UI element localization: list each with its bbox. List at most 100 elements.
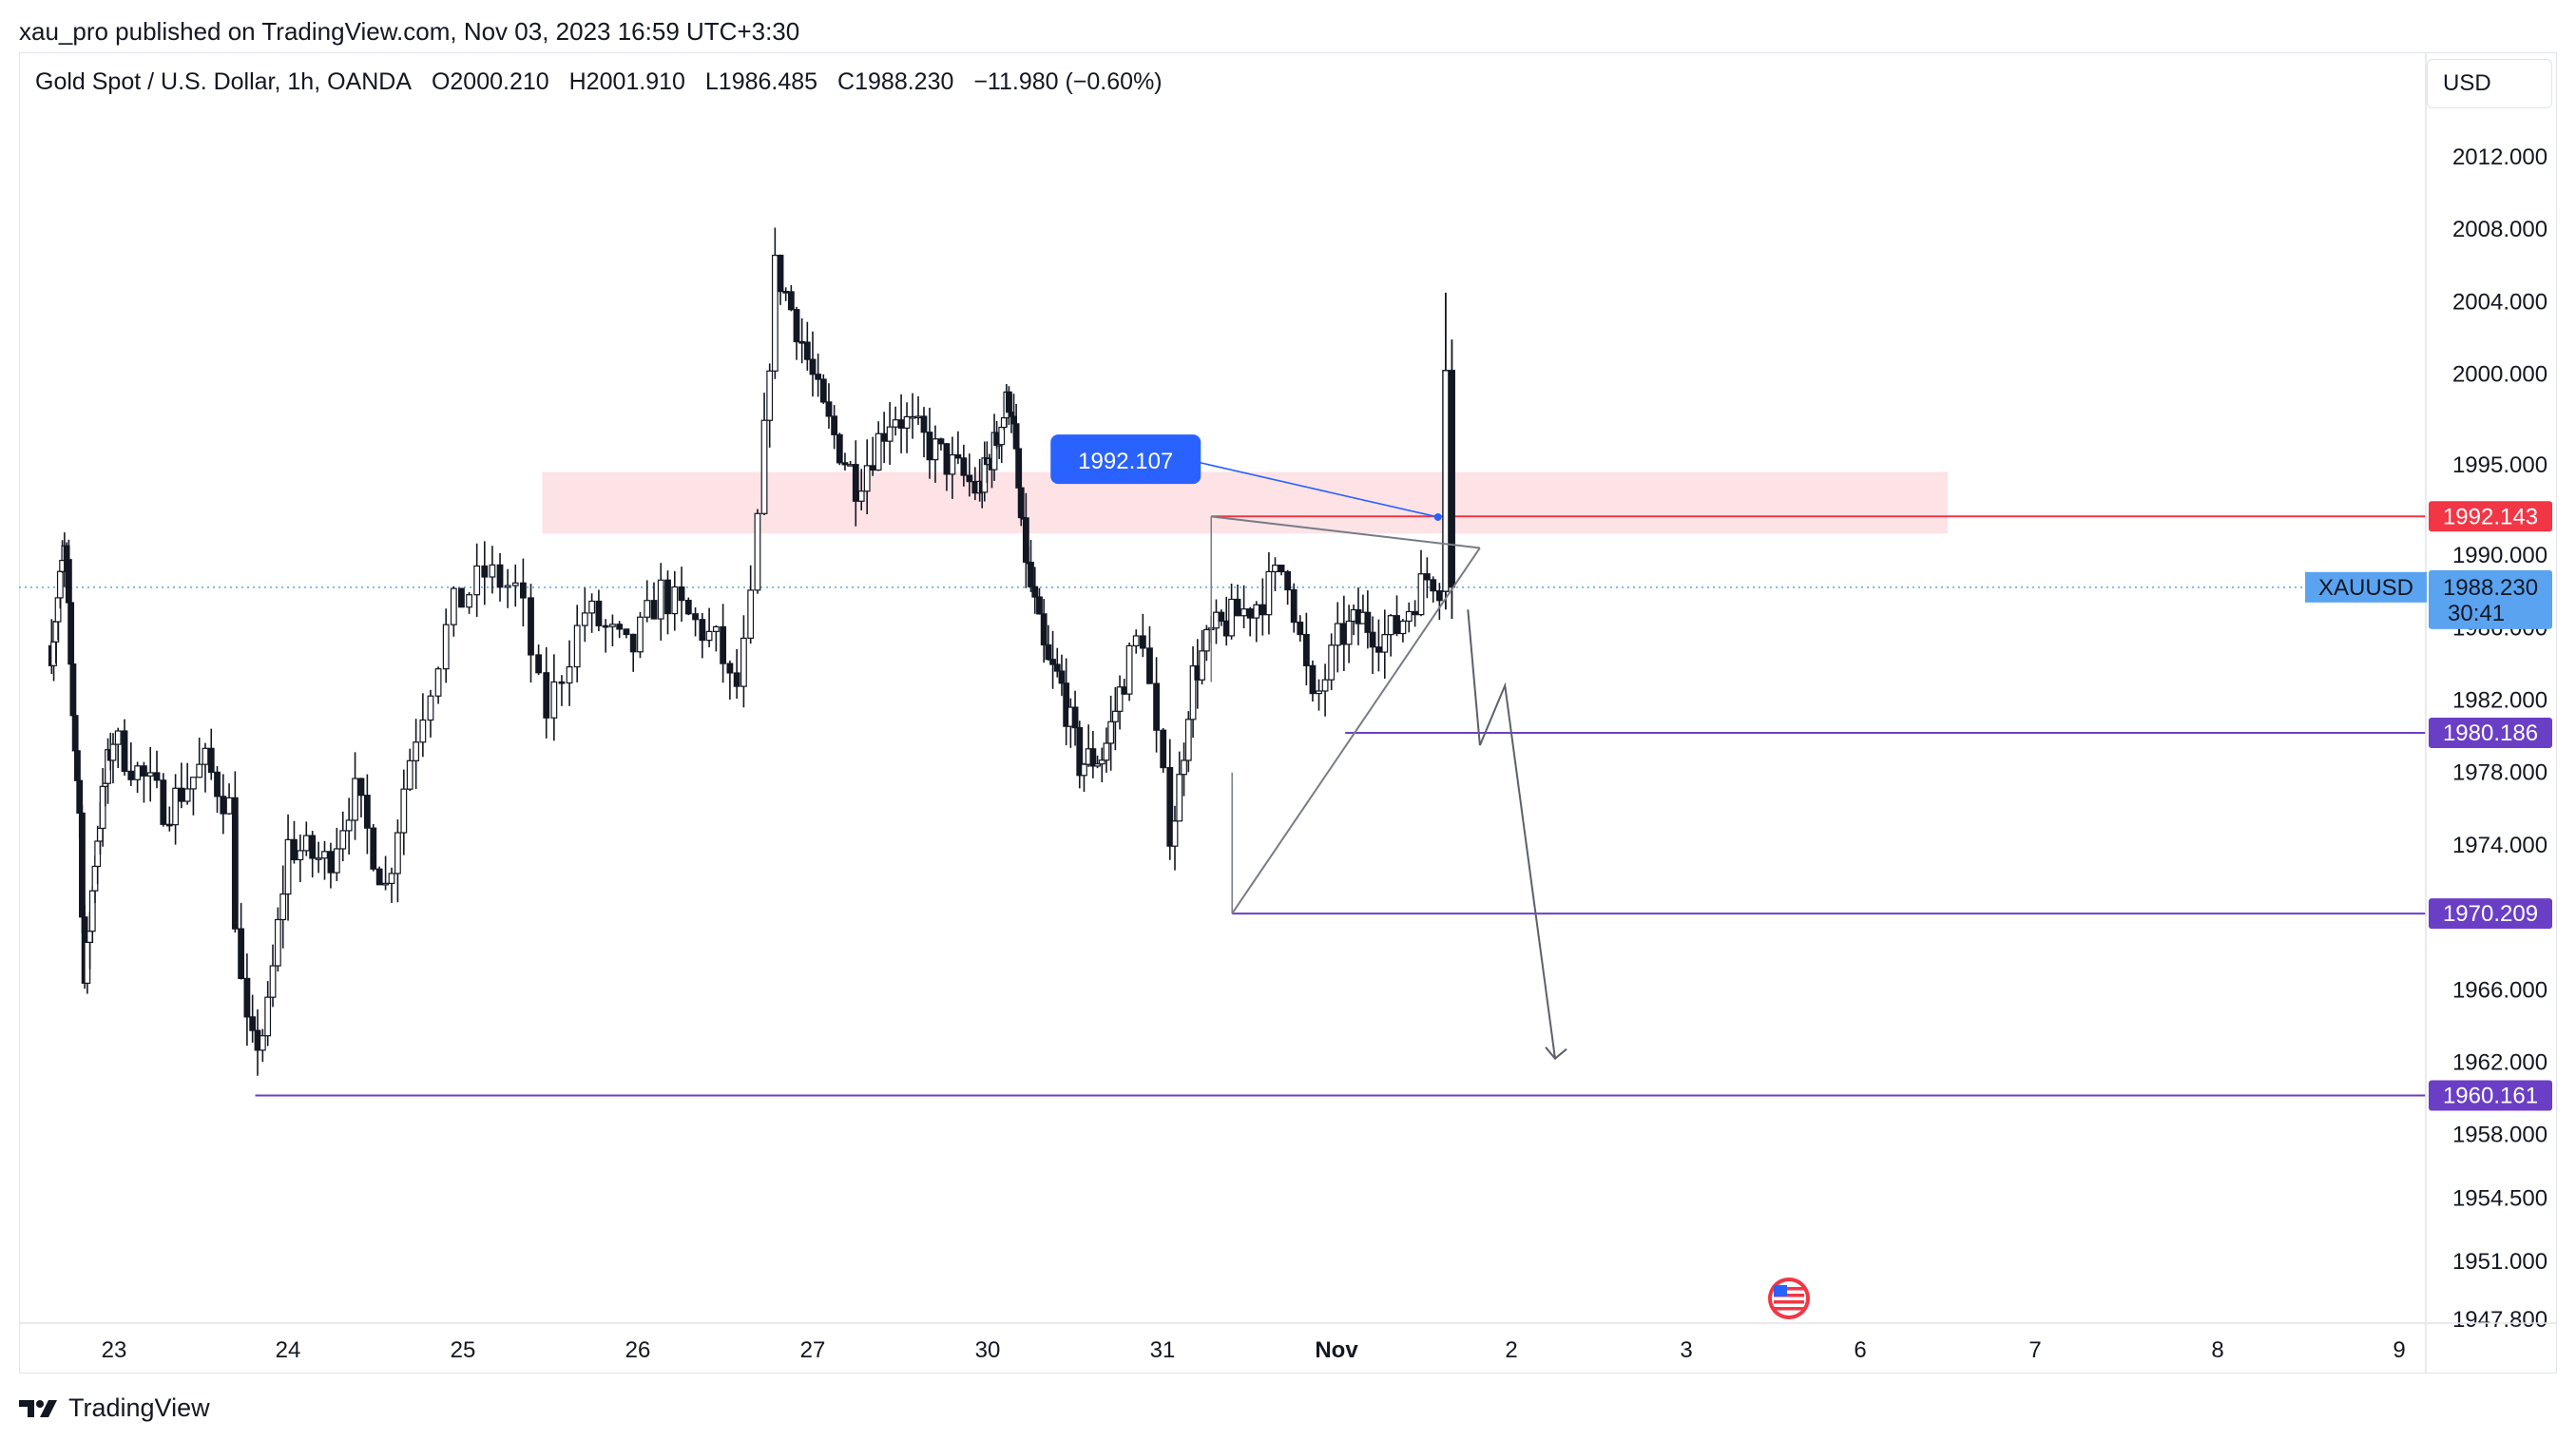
candle (1435, 583, 1443, 620)
candle-body-up (183, 788, 191, 802)
candle-body-down (1049, 659, 1056, 665)
candle-body-down (616, 624, 624, 630)
candle-body-up (1213, 611, 1220, 629)
tradingview-logo[interactable]: TradingView (19, 1393, 210, 1423)
candle-body-down (699, 619, 706, 642)
candle (1171, 805, 1179, 871)
candle (1290, 583, 1298, 633)
candle (1166, 739, 1174, 860)
candle (1132, 629, 1140, 654)
candle-body-up (284, 838, 292, 895)
candle-body-down (664, 579, 671, 615)
candle (1284, 569, 1292, 605)
candle (339, 811, 347, 862)
candle-body-down (1058, 670, 1066, 684)
candle-body-up (857, 490, 865, 502)
candle-body-down (291, 838, 298, 861)
candle-body-down (1430, 579, 1437, 592)
candle-body-down (1031, 586, 1039, 598)
candle (644, 580, 651, 623)
candle-body-up (1253, 604, 1260, 619)
candle (1375, 619, 1382, 672)
candle (1184, 711, 1192, 773)
candle (602, 619, 609, 653)
candle-body-up (1199, 650, 1205, 681)
candle-body-down (650, 600, 658, 620)
candle (1036, 587, 1043, 615)
triangle-upper-line (1211, 515, 1480, 549)
y-tick-label: 1990.000 (2452, 543, 2547, 568)
candle (712, 624, 720, 652)
candle-body-up (190, 777, 197, 790)
candle-body-up (279, 893, 287, 921)
candle-body-down (1375, 646, 1382, 653)
candle (141, 761, 147, 803)
candle-body-up (1399, 620, 1407, 635)
candle (1202, 624, 1210, 662)
candle (1417, 549, 1425, 617)
candle-body-up (1094, 763, 1101, 767)
candle (1098, 747, 1105, 783)
symbol-title[interactable]: Gold Spot / U.S. Dollar, 1h, OANDA (35, 68, 412, 95)
us-economic-event-icon[interactable]: US (1768, 1278, 1810, 1319)
candle-body-down (787, 291, 795, 311)
candle (803, 321, 811, 371)
y-tick-label: 2008.000 (2452, 217, 2547, 242)
candle-body-up (352, 778, 358, 821)
candle (1146, 625, 1153, 684)
candle-body-down (214, 771, 221, 797)
candle-body-up (863, 465, 871, 492)
currency-selector[interactable]: USD (2427, 59, 2552, 108)
candle (573, 605, 581, 682)
candle (581, 587, 588, 643)
candle (1381, 609, 1389, 679)
candle-body-up (588, 600, 596, 614)
candle-body-up (172, 787, 179, 826)
candle-body-down (1222, 620, 1230, 637)
candle (793, 306, 800, 360)
candle-body-down (852, 464, 859, 502)
y-tick-label: 1958.000 (2452, 1123, 2547, 1148)
candle (720, 604, 727, 683)
candle-body-up (573, 624, 581, 668)
x-tick-label: 9 (2393, 1337, 2405, 1363)
candle (747, 565, 755, 644)
candle (327, 842, 335, 889)
candle-body-up (466, 594, 472, 608)
candle (434, 666, 442, 704)
candle (214, 766, 221, 814)
candle (815, 354, 822, 397)
candle (1364, 590, 1372, 649)
candle (678, 567, 685, 622)
candle (1240, 585, 1248, 628)
candle-body-up (1345, 620, 1353, 645)
candle-body-down (1017, 487, 1025, 519)
candle-body-down (841, 462, 849, 466)
candle-body-up (671, 586, 679, 615)
candle (740, 615, 747, 708)
candle-body-up (134, 765, 142, 780)
candle (1321, 663, 1329, 717)
x-tick-label: 2 (1505, 1337, 1517, 1363)
candle (880, 412, 888, 464)
candle-body-down (692, 613, 699, 621)
candle (909, 393, 916, 439)
current-price-tag (2429, 569, 2552, 629)
candle (1199, 629, 1205, 685)
candle (1345, 605, 1353, 663)
x-tick-label: 31 (1150, 1337, 1176, 1363)
candle-body-up (427, 695, 434, 721)
ohlc-low: L1986.485 (704, 68, 818, 95)
candle (1040, 599, 1048, 663)
candle-body-down (69, 663, 77, 717)
candle-body-up (1181, 759, 1187, 776)
candle (1213, 599, 1220, 644)
x-tick-label: 8 (2211, 1337, 2223, 1363)
candle (777, 254, 784, 305)
current-price-value: 1988.230 (2443, 575, 2538, 601)
publish-info: xau_pro published on TradingView.com, No… (19, 17, 800, 46)
candle-body-up (747, 589, 755, 639)
candle (699, 612, 706, 659)
candle-body-up (413, 741, 420, 761)
